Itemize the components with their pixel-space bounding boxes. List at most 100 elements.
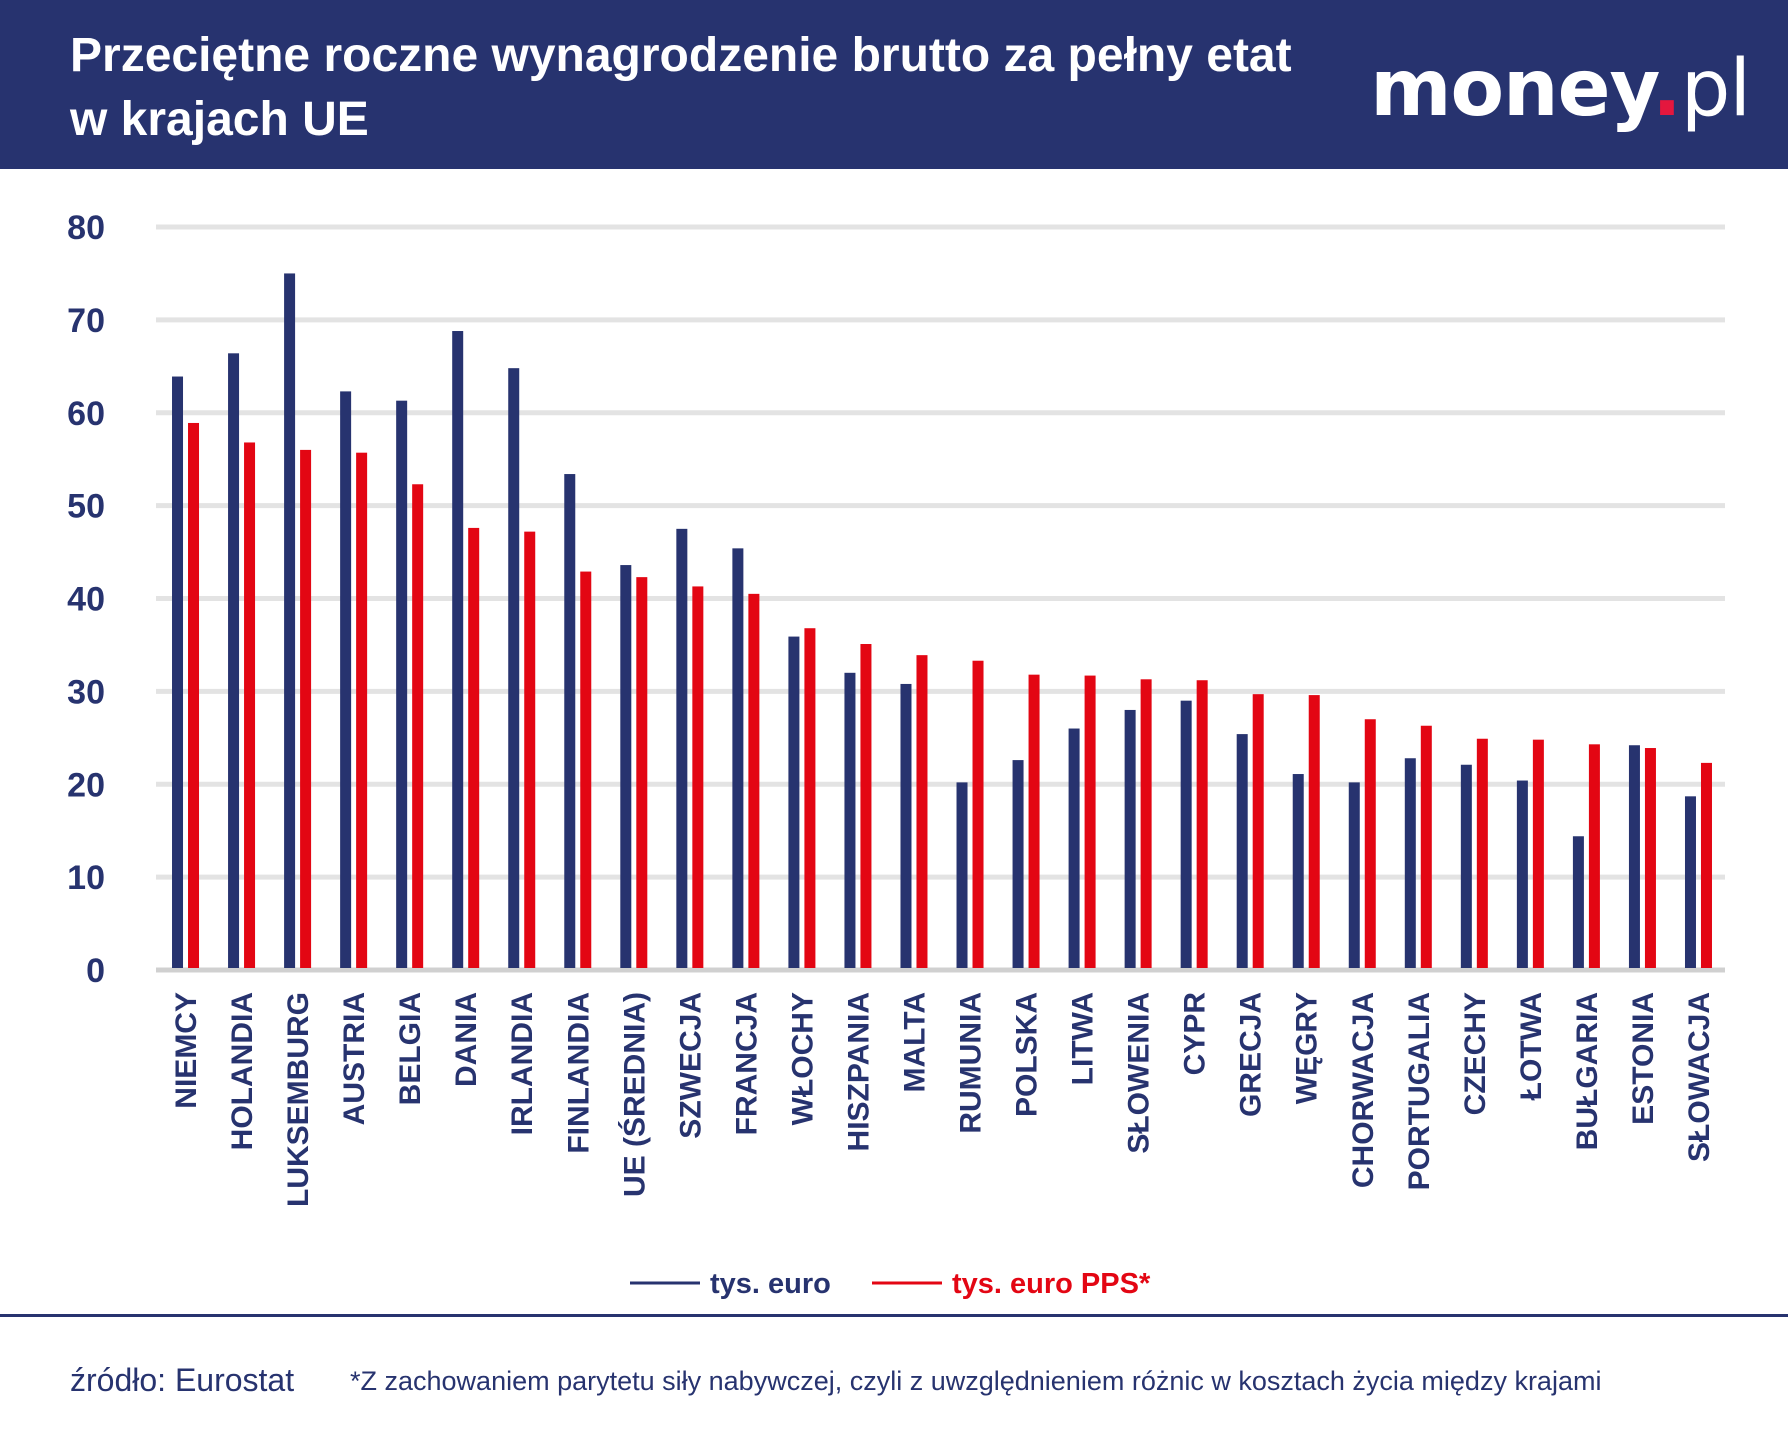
x-tick-label: BUŁGARIA	[1571, 992, 1604, 1150]
bar-pps	[692, 586, 704, 968]
bar-pps	[1420, 725, 1432, 968]
x-tick-label: HOLANDIA	[226, 992, 259, 1150]
bar-pps	[972, 660, 984, 968]
bar-euro	[564, 474, 576, 968]
bar-pps	[524, 531, 536, 968]
bar-euro	[1348, 782, 1360, 968]
bar-pps	[1700, 762, 1712, 968]
bar-euro	[508, 368, 520, 968]
bar-pps	[1476, 738, 1488, 968]
bar-euro	[452, 331, 464, 968]
x-tick-label: WĘGRY	[1291, 992, 1324, 1104]
bar-pps	[580, 571, 592, 968]
header-banner: Przeciętne roczne wynagrodzenie brutto z…	[0, 0, 1788, 169]
source-text: źródło: Eurostat	[70, 1362, 295, 1398]
y-tick-label: 60	[67, 395, 105, 433]
y-tick-label: 30	[67, 673, 105, 711]
bar-pps	[1308, 695, 1320, 968]
y-tick-label: 50	[67, 488, 105, 526]
y-tick-label: 20	[67, 766, 105, 804]
x-tick-label: MALTA	[898, 992, 931, 1093]
x-tick-label: CYPR	[1179, 992, 1212, 1076]
x-tick-label: AUSTRIA	[338, 992, 371, 1125]
bar-pps	[1140, 679, 1152, 968]
x-tick-label: UE (ŚREDNIA)	[617, 992, 651, 1197]
x-tick-label: LITWA	[1067, 992, 1100, 1085]
bar-pps	[860, 644, 872, 968]
bar-euro	[172, 376, 184, 968]
chart-title: Przeciętne roczne wynagrodzenie brutto z…	[70, 29, 1292, 146]
y-tick-label: 0	[86, 952, 105, 990]
y-tick-label: 70	[67, 302, 105, 340]
bar-pps	[1364, 719, 1376, 968]
x-tick-label: SŁOWENIA	[1123, 992, 1156, 1154]
y-tick-label: 10	[67, 859, 105, 897]
bar-pps	[1196, 680, 1208, 968]
bar-euro	[1292, 774, 1304, 968]
legend-label: tys. euro PPS*	[952, 1268, 1151, 1300]
bar-euro	[956, 782, 968, 968]
bar-pps	[748, 593, 760, 968]
bar-pps	[1028, 674, 1040, 968]
bar-euro	[1124, 709, 1136, 968]
bar-euro	[340, 391, 352, 968]
x-tick-label: ESTONIA	[1627, 992, 1660, 1125]
x-tick-label: SŁOWACJA	[1683, 992, 1716, 1162]
bar-euro	[900, 683, 912, 968]
bar-pps	[412, 484, 424, 968]
bar-euro	[1460, 764, 1472, 968]
x-tick-label: WŁOCHY	[786, 992, 819, 1125]
bar-euro	[1012, 760, 1024, 968]
bar-pps	[1084, 675, 1096, 968]
bar-pps	[916, 655, 928, 968]
bar-pps	[1644, 748, 1656, 968]
x-tick-label: FINLANDIA	[562, 992, 595, 1154]
bar-pps	[244, 442, 256, 969]
footer-divider	[0, 1314, 1788, 1317]
bar-euro	[396, 400, 408, 968]
x-tick-label: ŁOTWA	[1515, 992, 1548, 1100]
bar-euro	[1628, 745, 1640, 968]
x-tick-label: DANIA	[450, 992, 483, 1087]
bar-euro	[1572, 836, 1584, 968]
bar-euro	[1180, 700, 1192, 968]
bar-euro	[676, 528, 688, 968]
bar-pps	[468, 527, 480, 968]
bar-euro	[844, 672, 856, 968]
bar-euro	[1684, 796, 1696, 968]
legend-label: tys. euro	[710, 1268, 831, 1300]
bar-euro	[1404, 758, 1416, 968]
x-tick-label: FRANCJA	[730, 992, 763, 1135]
bar-pps	[188, 422, 200, 968]
x-tick-label: POLSKA	[1011, 992, 1044, 1117]
x-tick-label: RUMUNIA	[955, 992, 988, 1134]
bar-pps	[1532, 739, 1544, 968]
footnote-text: *Z zachowaniem parytetu siły nabywczej, …	[350, 1366, 1602, 1396]
bar-pps	[1588, 744, 1600, 968]
x-tick-label: GRECJA	[1235, 992, 1268, 1117]
x-tick-label: HISZPANIA	[842, 992, 875, 1151]
bar-pps	[636, 577, 648, 968]
bar-euro	[284, 273, 296, 968]
bar-euro	[1236, 734, 1248, 968]
bar-euro	[228, 353, 240, 968]
x-tick-label: NIEMCY	[170, 992, 203, 1109]
bar-pps	[300, 449, 312, 968]
x-tick-label: PORTUGALIA	[1403, 992, 1436, 1190]
bar-euro	[1516, 780, 1528, 968]
x-tick-label: LUKSEMBURG	[282, 992, 315, 1207]
money-pl-logo: money.pl	[1370, 44, 1751, 134]
bar-pps	[1252, 694, 1264, 968]
y-tick-label: 80	[67, 209, 105, 247]
bar-chart: 0 10 20 30 40 50 60 70 80 NIEMCY HOLANDIA LUKSEMBUR…	[67, 209, 1725, 1300]
x-tick-label: CZECHY	[1459, 992, 1492, 1115]
bar-pps	[356, 452, 368, 968]
x-tick-label: CHORWACJA	[1347, 992, 1380, 1188]
bar-euro	[788, 636, 800, 968]
bar-pps	[804, 628, 816, 968]
x-tick-label: SZWECJA	[674, 992, 707, 1139]
x-tick-label: BELGIA	[394, 992, 427, 1105]
bar-euro	[1068, 728, 1080, 968]
bar-euro	[620, 565, 632, 968]
bar-euro	[732, 548, 744, 968]
